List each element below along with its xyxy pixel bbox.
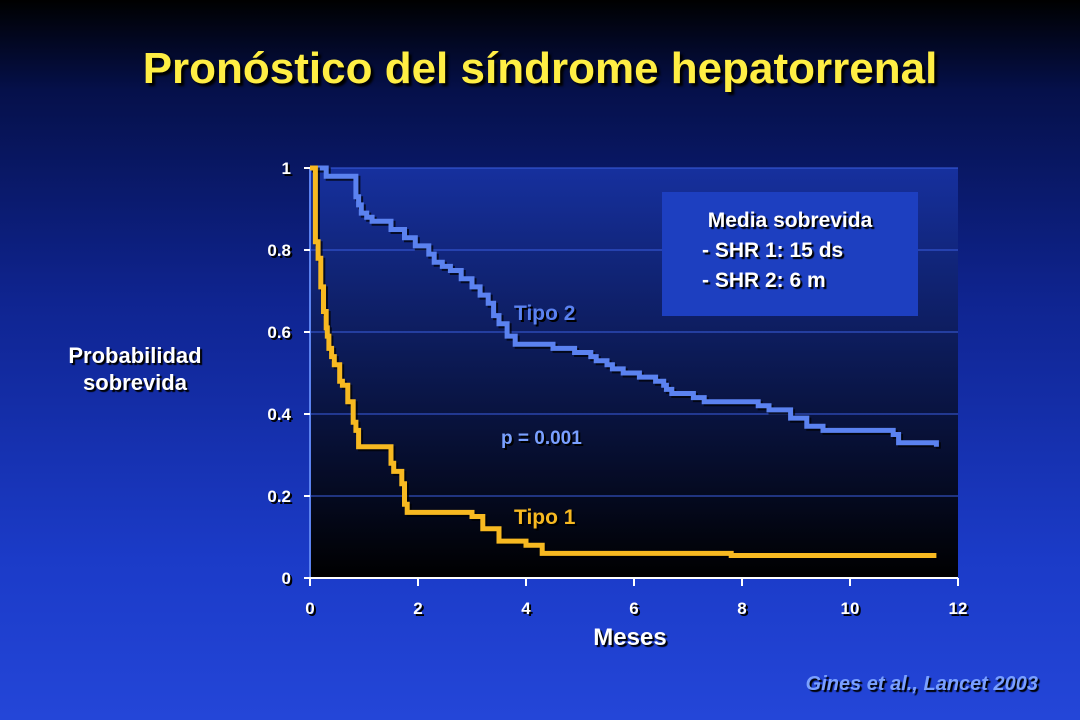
curve-tipo-1 — [310, 165, 937, 558]
y-tick-label-4: 0.8 — [267, 241, 291, 260]
x-tick-shadow-0: 0 — [307, 601, 316, 620]
p-value-annotation: p = 0.001 — [501, 428, 582, 449]
x-tick-shadow-3: 6 — [631, 601, 640, 620]
curve-tipo-2 — [310, 165, 939, 447]
median-survival-title: Media sobrevida — [707, 209, 873, 232]
series-label-tipo-1: Tipo 1 — [514, 506, 576, 529]
p-value-shadow: p = 0.001 — [503, 430, 584, 451]
series-label-shadow-tipo-1: Tipo 1 — [516, 508, 578, 531]
y-tick-shadow-4: 0.8 — [269, 243, 293, 262]
y-axis-label-line-2: sobrevida — [83, 370, 187, 395]
citation: Gines et al., Lancet 2003 — [805, 673, 1038, 695]
x-tick-label-5: 10 — [841, 599, 860, 618]
y-tick-label-3: 0.6 — [267, 323, 291, 342]
y-tick-labels: 000.20.20.40.40.60.60.80.811 — [267, 159, 310, 590]
y-tick-shadow-5: 1 — [284, 161, 293, 180]
x-axis-label: Meses — [593, 624, 667, 651]
median-survival-shr2: - SHR 2: 6 m — [702, 269, 826, 292]
series-label-shadow-tipo-2: Tipo 2 — [516, 304, 577, 327]
x-tick-shadow-4: 8 — [739, 601, 748, 620]
y-tick-label-5: 1 — [282, 159, 291, 178]
x-tick-label-2: 4 — [521, 599, 531, 618]
y-tick-shadow-0: 0 — [284, 571, 293, 590]
slide-title: Pronóstico del síndrome hepatorrenal — [142, 44, 938, 93]
y-axis-label-line-1: Probabilidad — [68, 343, 202, 368]
y-tick-label-0: 0 — [282, 569, 291, 588]
median-survival-box: Media sobrevida - SHR 1: 15 ds - SHR 2: … — [662, 192, 918, 316]
y-tick-label-1: 0.2 — [267, 487, 291, 506]
x-tick-shadow-5: 10 — [843, 601, 862, 620]
y-axis-label: Probabilidad sobrevida — [40, 342, 230, 396]
y-tick-shadow-1: 0.2 — [269, 489, 293, 508]
series-label-tipo-2: Tipo 2 — [514, 302, 575, 325]
median-survival-shr1: - SHR 1: 15 ds — [702, 239, 844, 262]
y-tick-shadow-3: 0.6 — [269, 325, 293, 344]
survival-curves — [310, 165, 941, 560]
x-tick-shadow-1: 2 — [415, 601, 424, 620]
x-tick-label-6: 12 — [949, 599, 968, 618]
x-tick-label-0: 0 — [305, 599, 314, 618]
x-tick-label-4: 8 — [737, 599, 746, 618]
x-tick-shadow-2: 4 — [523, 601, 533, 620]
y-tick-shadow-2: 0.4 — [269, 407, 293, 426]
x-tick-label-1: 2 — [413, 599, 422, 618]
x-tick-shadow-6: 12 — [951, 601, 970, 620]
x-tick-label-3: 6 — [629, 599, 638, 618]
y-tick-label-2: 0.4 — [267, 405, 291, 424]
